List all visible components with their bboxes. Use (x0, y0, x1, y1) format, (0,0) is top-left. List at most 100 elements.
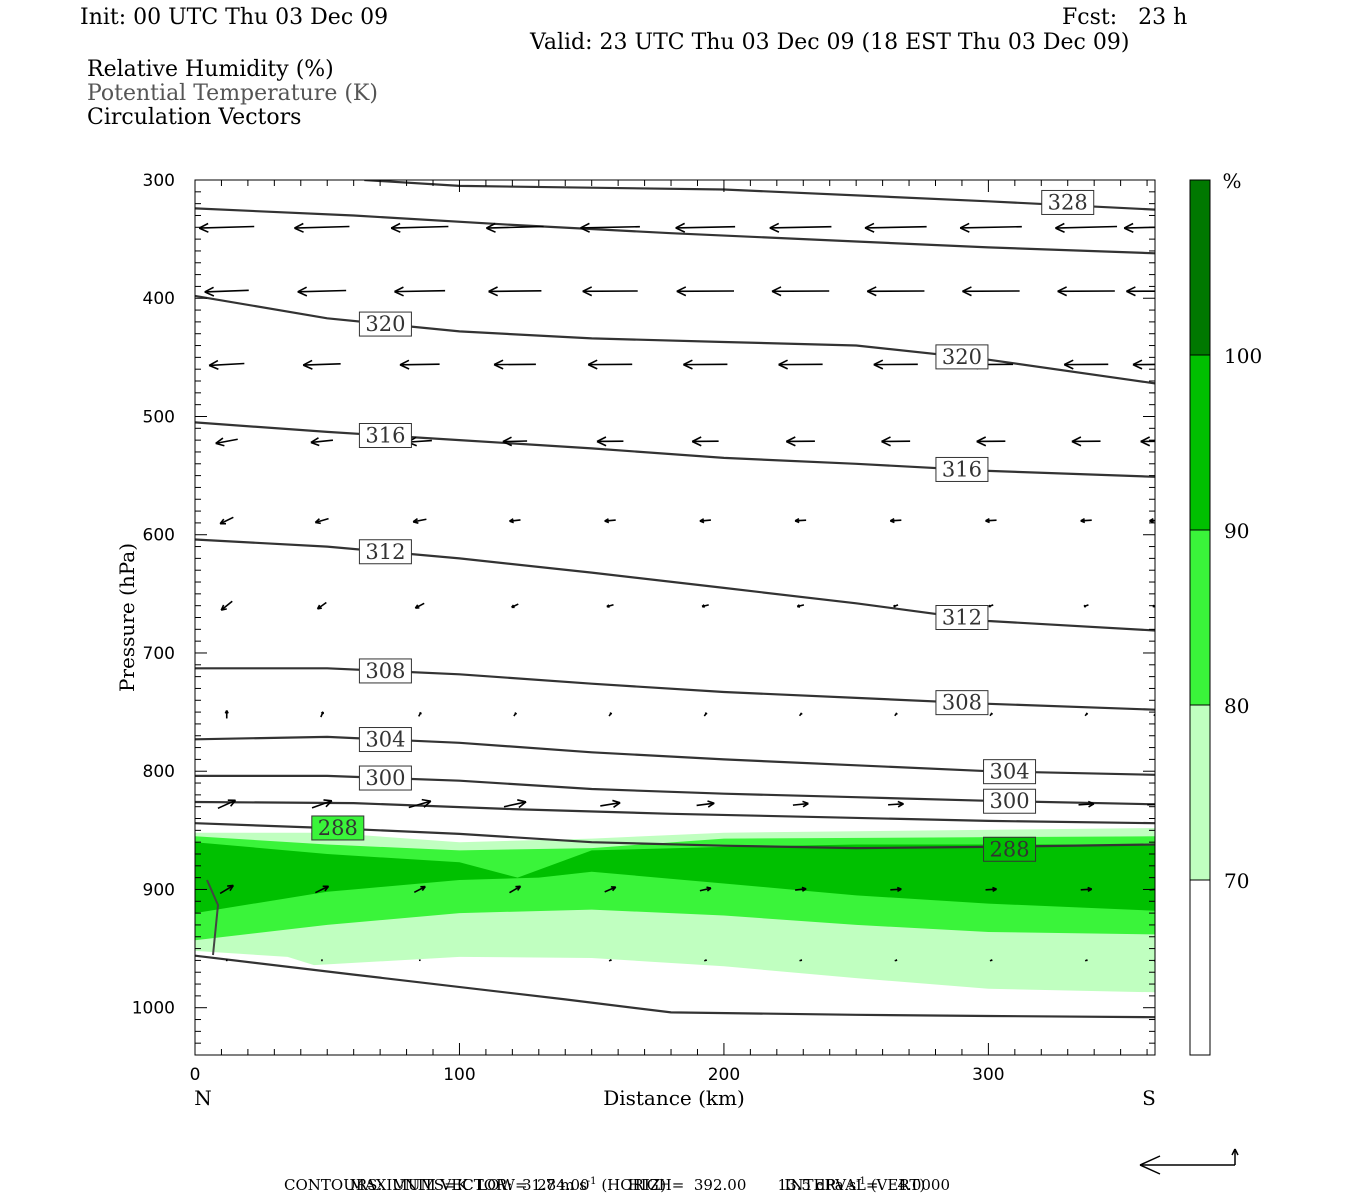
vector-shaft (294, 225, 350, 229)
vector-arrow (394, 286, 446, 297)
vector-arrow (587, 359, 633, 370)
isentrope-label: 288 (989, 837, 1029, 861)
vector-arrow (888, 800, 904, 808)
vector-arrow (1084, 712, 1089, 717)
vector-arrow (1084, 959, 1088, 962)
vector-head (988, 604, 991, 608)
vector-shaft (217, 799, 236, 810)
vector-head (785, 440, 796, 447)
vector-shaft (219, 884, 234, 895)
vector-head (866, 290, 877, 297)
vector-head (486, 222, 496, 229)
vector-arrow (582, 286, 638, 297)
isentrope-328 (364, 180, 1155, 211)
vector-arrow (1083, 604, 1089, 608)
vector-head (1132, 359, 1143, 366)
vector-arrow (703, 712, 708, 717)
isentrope-316 (195, 421, 1155, 478)
vector-arrow (310, 437, 334, 447)
vector-arrow (208, 359, 245, 371)
vector-head (1140, 440, 1151, 447)
vector-head (864, 222, 875, 229)
vector-head (294, 227, 304, 233)
y-tick-label: 400 (143, 289, 175, 309)
vector-head (683, 363, 693, 370)
vector-head (612, 799, 621, 804)
vector-head (1140, 436, 1151, 443)
vector-head (509, 518, 514, 522)
vector-head (889, 518, 895, 522)
vector-head (881, 440, 891, 447)
vector-arrow (219, 884, 235, 895)
vector-head (493, 363, 504, 370)
y-tick-label: 900 (143, 880, 175, 900)
vector-head (895, 959, 898, 962)
vector-arrow (778, 359, 823, 370)
vector-head (421, 798, 431, 802)
terrain-contour (206, 879, 220, 956)
vector-head (1057, 290, 1068, 297)
vector-arrow (320, 959, 323, 962)
vector-arrow (606, 603, 614, 608)
south-end-label: S (1142, 1086, 1156, 1110)
vector-arrow (297, 286, 347, 297)
vector-head (1157, 802, 1163, 804)
max-vertical-tag: (VERT) (870, 1176, 926, 1194)
vector-arrow (219, 516, 234, 525)
isentrope-label: 316 (365, 424, 405, 448)
vector-head (785, 436, 796, 443)
vector-head (866, 286, 877, 293)
max-vector-note: MAXIMUM VECTOR: 31.7 m s-1 (HORIZ) (340, 1158, 667, 1194)
vector-head (596, 436, 607, 443)
vector-arrow (509, 518, 521, 524)
colorbar-label: 90 (1224, 519, 1249, 543)
vector-head (294, 222, 304, 229)
vector-arrow (604, 886, 617, 893)
vector-head (1087, 800, 1095, 805)
vector-arrow (799, 959, 803, 962)
vector-head (691, 440, 702, 447)
isentrope-label: 300 (365, 766, 405, 790)
vector-head (707, 800, 715, 804)
max-vertical-note: 13.5 dPa s-1 (VERT) (768, 1158, 926, 1194)
isentrope-label-box (983, 759, 1037, 785)
vector-arrow (962, 286, 1020, 297)
vector-arrow (390, 222, 449, 233)
vector-shaft (960, 225, 1022, 229)
max-horizontal-tag: (HORIZ) (601, 1176, 667, 1194)
vector-head (676, 286, 687, 293)
vector-head (1063, 359, 1074, 366)
isentrope-label-box (935, 690, 989, 716)
isentrope-label: 316 (942, 457, 982, 481)
vector-head (769, 227, 780, 233)
vector-shaft (580, 225, 640, 229)
isentrope-label-box (935, 605, 989, 630)
vector-arrow (509, 885, 522, 894)
vector-head (1055, 227, 1065, 233)
vector-head (302, 359, 313, 366)
legend-circulation-vectors: Circulation Vectors (87, 105, 302, 130)
vector-shaft (888, 803, 904, 806)
vector-head (962, 286, 972, 293)
vector-head (1126, 286, 1136, 293)
vector-arrow (1153, 712, 1155, 717)
vector-arrow (699, 518, 711, 524)
vector-arrow (985, 886, 997, 892)
vector-shaft (413, 518, 427, 523)
vector-shaft (792, 802, 809, 806)
vector-shaft (486, 225, 544, 229)
vector-head (1157, 804, 1162, 807)
vector-shaft (219, 516, 234, 525)
isentrope-label: 308 (942, 691, 982, 715)
vector-head (580, 222, 590, 229)
vector-head (794, 518, 800, 522)
vector-shaft (696, 802, 715, 807)
vector-head (701, 604, 705, 608)
vector-arrow (893, 604, 899, 608)
colorbar-label: 100 (1224, 344, 1262, 368)
vector-arrow (314, 885, 330, 894)
vector-arrow (889, 518, 902, 524)
vector-head (1087, 888, 1093, 892)
vector-head (771, 290, 782, 297)
